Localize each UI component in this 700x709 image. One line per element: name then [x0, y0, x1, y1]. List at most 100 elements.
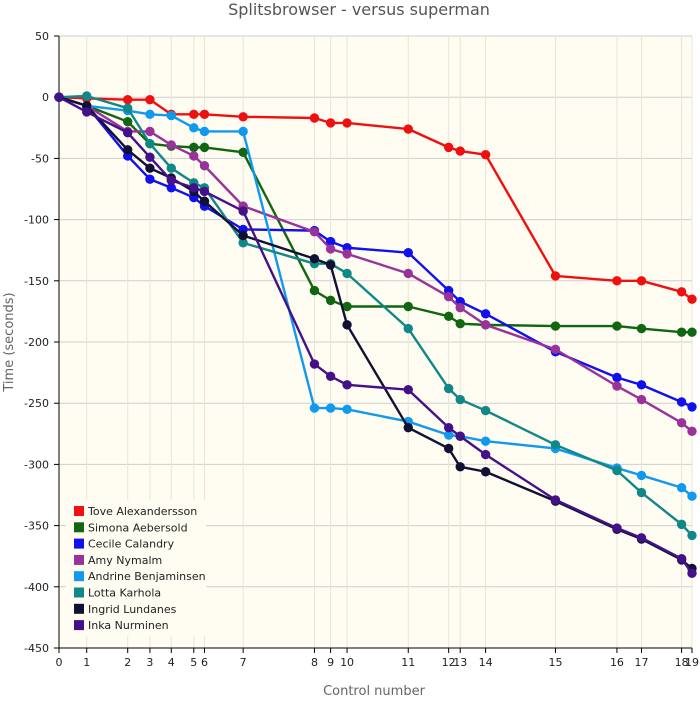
data-point	[443, 422, 454, 433]
data-point	[455, 462, 465, 472]
x-tick-label: 12	[442, 656, 456, 669]
legend-swatch	[74, 506, 84, 516]
data-point	[325, 118, 336, 128]
series-group	[54, 92, 697, 304]
x-tick-label: 8	[311, 656, 318, 669]
legend: Tove Alexandersson Simona Aebersold Cecile…	[66, 500, 206, 636]
data-point	[687, 327, 697, 337]
x-tick-label: 16	[610, 656, 624, 669]
data-point	[145, 174, 155, 184]
legend-label: Andrine Benjaminsen	[88, 570, 206, 583]
data-point	[612, 381, 622, 391]
data-point	[199, 109, 210, 120]
legend-swatch	[74, 571, 84, 582]
data-point	[403, 385, 413, 395]
x-tick-label: 0	[56, 656, 63, 669]
data-point	[122, 94, 133, 105]
data-point	[443, 383, 454, 394]
data-point	[550, 440, 561, 450]
data-point	[612, 321, 622, 331]
series-line	[58, 96, 693, 575]
data-point	[122, 103, 133, 113]
data-point	[122, 145, 133, 155]
legend-label: Lotta Karhola	[88, 587, 161, 600]
legend-swatch	[74, 620, 84, 631]
data-point	[325, 295, 336, 306]
y-tick-label: -400	[24, 581, 49, 594]
data-point	[189, 109, 199, 120]
data-point	[480, 467, 491, 477]
data-point	[342, 249, 352, 259]
data-point	[403, 124, 413, 134]
x-tick-label: 4	[168, 656, 175, 669]
data-point	[687, 491, 697, 501]
data-point	[325, 244, 336, 254]
data-point	[238, 230, 248, 241]
data-point	[455, 318, 465, 329]
data-point	[309, 403, 320, 413]
series-lines	[54, 91, 697, 579]
legend-swatch	[74, 554, 84, 565]
data-point	[199, 142, 210, 153]
data-point	[238, 147, 248, 157]
data-point	[480, 320, 491, 330]
data-point	[145, 139, 155, 149]
data-point	[612, 372, 622, 383]
data-point	[443, 311, 454, 321]
legend-label: Simona Aebersold	[88, 521, 188, 534]
data-point	[550, 495, 561, 505]
chart-title: Splitsbrowser - versus superman	[228, 0, 490, 19]
y-tick-labels: 50 0 -50 -100 -150 -200 -250 -300 -350 -400 -450	[24, 30, 59, 655]
data-point	[612, 465, 622, 476]
data-point	[550, 271, 561, 281]
data-point	[480, 309, 491, 319]
data-point	[82, 107, 92, 117]
legend-swatch	[74, 538, 84, 549]
data-point	[199, 196, 210, 206]
y-tick-label: -300	[24, 458, 49, 471]
data-point	[166, 110, 176, 121]
data-point	[166, 140, 176, 150]
x-axis-title: Control number	[323, 684, 426, 699]
y-tick-label: -150	[24, 275, 49, 288]
data-point	[145, 152, 155, 162]
data-point	[122, 127, 133, 138]
y-tick-label: -350	[24, 520, 49, 533]
x-tick-label: 19	[685, 656, 699, 669]
data-point	[145, 163, 155, 173]
y-tick-label: -450	[24, 642, 49, 655]
data-point	[199, 161, 210, 171]
data-point	[309, 227, 320, 237]
series-group	[54, 92, 697, 579]
data-point	[455, 394, 465, 405]
data-point	[612, 276, 622, 286]
data-point	[443, 443, 454, 454]
data-point	[309, 113, 320, 123]
legend-swatch	[74, 603, 84, 614]
data-point	[189, 183, 199, 193]
data-point	[145, 94, 155, 105]
data-point	[550, 321, 561, 331]
x-tick-label: 18	[675, 656, 689, 669]
data-point	[189, 142, 199, 153]
data-point	[612, 523, 622, 533]
data-point	[480, 405, 491, 416]
data-point	[480, 436, 491, 446]
data-point	[455, 431, 465, 441]
series-line	[58, 94, 693, 537]
data-point	[636, 380, 647, 390]
data-point	[480, 449, 491, 460]
data-point	[238, 112, 248, 122]
data-point	[455, 146, 465, 156]
data-point	[122, 116, 133, 127]
data-point	[309, 285, 320, 296]
data-point	[309, 359, 320, 369]
data-point	[636, 394, 647, 405]
data-point	[687, 426, 697, 437]
data-point	[403, 247, 413, 258]
data-point	[443, 292, 454, 302]
data-point	[342, 380, 352, 390]
data-point	[636, 533, 647, 543]
x-tick-label: 5	[190, 656, 197, 669]
